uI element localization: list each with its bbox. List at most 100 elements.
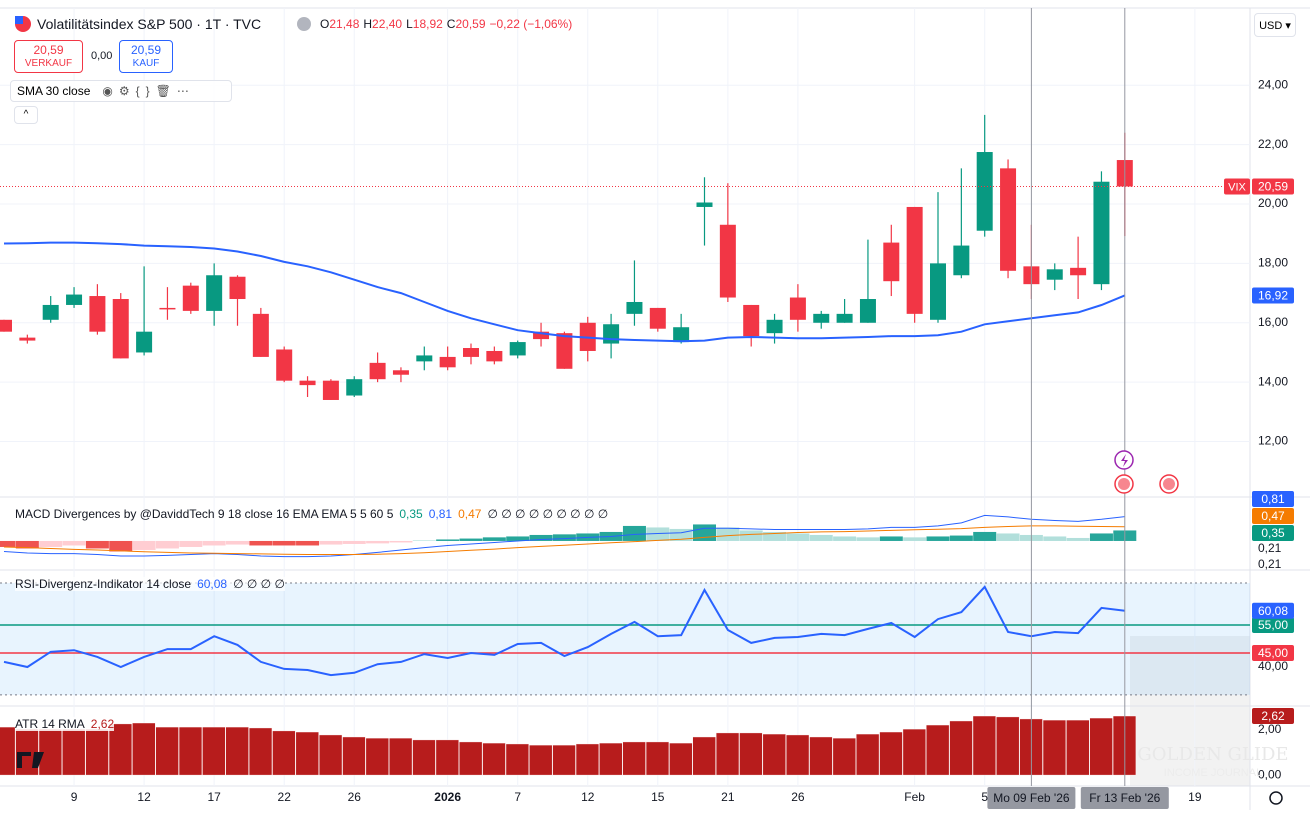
ohlc-value: 20,59 [455,17,486,31]
price-marker-label: 0,35 [1261,526,1285,540]
price-marker-label: 20,59 [1258,180,1288,194]
macd-histogram-bar [833,536,857,541]
x-tick-label: 9 [71,790,78,804]
candle-body [813,313,830,323]
macd-histogram-bar [996,533,1020,541]
collapse-button[interactable]: ^ [14,106,38,124]
macd-histogram-bar [272,540,296,546]
sma-line [3,241,1126,343]
macd-histogram-bar [296,540,320,546]
macd-histogram-bar [202,540,226,546]
price-marker [1252,508,1294,524]
symbol-title[interactable]: Volatilitätsindex S&P 500 · 1T · TVC [37,16,262,32]
candle-body [136,331,153,353]
macd-histogram-bar [0,540,16,547]
icons [15,16,1283,805]
macd-histogram-bar [646,527,670,541]
x-tick-label: 26 [791,790,805,804]
macd-histogram-bar [342,540,366,544]
candle-body [112,299,129,359]
price-marker [1252,491,1294,507]
atr-bar [272,730,296,776]
atr-bar [0,726,16,776]
macd-histogram-bar [1066,537,1090,541]
candle-body [346,379,363,396]
atr-bar [202,726,226,776]
macd-histogram-bar [622,525,646,541]
sma-legend[interactable]: SMA 30 close ◉⚙{}🗑⋯ [10,80,232,102]
candle-body [976,152,993,231]
level-marker [1252,644,1294,661]
flag-canton [15,16,23,24]
ohlc-change: −0,22 (−1,06%) [489,17,573,31]
settings-icon[interactable] [1269,791,1283,805]
price-marker [1252,525,1294,541]
candle-body [369,362,386,380]
currency-select[interactable]: USD ▾ [1254,13,1296,37]
plot: 9 12 17 22 26 2026 7 12 15 21 26 Feb 5 19 12,00 14,00 16… [0,8,1294,809]
atr-bar [435,739,459,776]
atr-bar [1066,719,1090,776]
atr-bar [856,733,880,776]
macd-histogram-bar [716,527,740,541]
sell-button[interactable]: 20,59 VERKAUF [14,40,83,73]
candle-body [252,313,269,357]
atr-bar [622,741,646,776]
rsi-band [0,583,1250,695]
atr-bar [412,739,436,776]
atr-bar [739,732,763,776]
atr-bar [155,726,179,776]
buy-label: KAUF [132,58,160,69]
atr-bar [225,726,249,776]
macd-histogram-bar [973,531,997,541]
atr-bar [85,728,109,776]
macd-histogram-bar [763,531,787,541]
atr-bar [482,742,506,776]
macd-histogram-bar [529,534,553,541]
atr-bar [529,744,553,776]
x-tick-label: 5 [981,790,988,804]
price-marker-label: 2,62 [1261,709,1285,723]
rsi-legend: RSI-Divergenz-Indikator 14 close 60,08 ∅ ∅… [15,577,285,591]
atr-bar [552,744,576,776]
event-bolt [1121,454,1128,467]
atr-bar [669,742,693,776]
buy-button[interactable]: 20,59 KAUF [119,40,173,73]
marker-tag-label: VIX [1228,181,1246,193]
ohlc-value: 22,40 [372,17,403,31]
level-label: 45,00 [1258,646,1288,660]
macd-histogram-bar [552,534,576,541]
candle-body [276,349,293,381]
price-marker [1252,602,1294,619]
candle-body [836,313,853,323]
candle-body [1000,168,1017,271]
atr-bar [762,733,786,776]
crosshair-label-bg [1080,787,1169,809]
candle-body [392,370,409,375]
tv-logo[interactable] [17,752,44,768]
macd-histogram-bar [459,538,483,541]
candle-body [789,297,806,320]
atr-bar [692,736,716,776]
candle-body [930,263,946,320]
macd-histogram-bar [903,537,927,541]
x-tick-label: 19 [1188,790,1202,804]
candle-body [603,324,620,344]
ohlc-key: H [363,17,373,31]
legend-value: 0,47 [458,507,482,521]
macd-histogram-bar [412,540,436,541]
macd-histogram-bar [949,535,973,541]
watermark-text: GOLDEN GLIDE [1137,744,1288,765]
macd-histogram-bar [786,533,810,541]
sell-label: VERKAUF [24,58,73,69]
watermark-panel [1130,636,1250,786]
macd-histogram-bar [436,539,460,541]
macd-histogram-bar [856,537,880,541]
legend-value: 60,08 [197,577,228,591]
price-marker-label: 60,08 [1258,604,1288,618]
atr-bar [575,743,600,776]
price-marker-label: 16,92 [1258,289,1288,303]
atr-bar [832,737,856,776]
macd-histogram-bar [15,540,39,549]
candle-body [556,333,573,369]
